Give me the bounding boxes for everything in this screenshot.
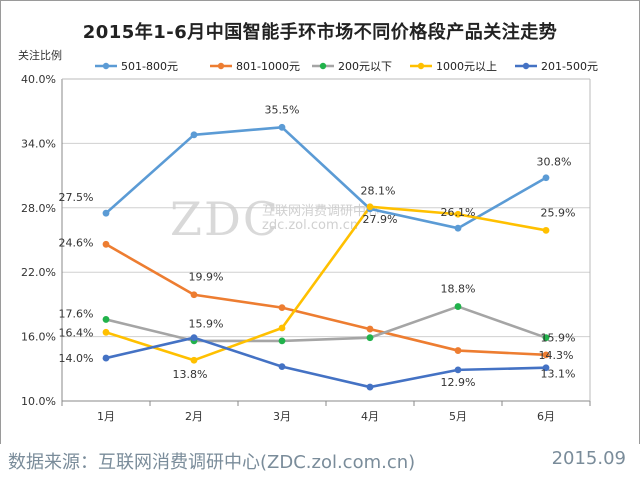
grid <box>62 78 590 338</box>
data-label: 12.9% <box>441 376 476 389</box>
data-point <box>542 351 550 359</box>
data-label: 24.6% <box>59 236 94 249</box>
data-label: 15.9% <box>541 332 576 345</box>
data-point <box>454 303 462 310</box>
data-point <box>278 363 286 371</box>
x-tick-label: 4月 <box>361 410 379 423</box>
y-tick-label: 28.0% <box>21 202 56 215</box>
data-point <box>542 226 550 234</box>
data-label: 15.9% <box>189 318 224 331</box>
legend-marker <box>102 62 110 70</box>
x-tick-label: 5月 <box>449 410 467 423</box>
data-label: 17.6% <box>59 307 94 320</box>
watermark-text-2: zdc.zol.com.cn <box>262 218 359 233</box>
data-label: 35.5% <box>265 103 300 116</box>
data-label: 28.1% <box>361 185 396 198</box>
x-tick-label: 1月 <box>97 410 115 423</box>
legend-label: 200元以下 <box>338 60 392 73</box>
y-tick-label: 16.0% <box>21 331 56 344</box>
legend-marker <box>217 62 225 70</box>
y-tick-label: 40.0% <box>21 73 56 86</box>
y-tick-label: 34.0% <box>21 137 56 150</box>
data-label: 25.9% <box>541 206 576 219</box>
series-line <box>105 243 547 357</box>
legend-label: 801-1000元 <box>236 60 300 73</box>
data-point <box>102 316 110 323</box>
data-label: 19.9% <box>189 271 224 284</box>
y-tick-label: 22.0% <box>21 266 56 279</box>
legend-marker <box>319 62 327 70</box>
data-point <box>366 325 374 333</box>
data-point <box>190 291 198 299</box>
data-point <box>190 131 198 139</box>
date-text: 2015.09 <box>551 448 626 469</box>
data-point <box>190 334 198 342</box>
watermark-logo: ZDC <box>170 192 281 246</box>
series-line <box>105 336 547 389</box>
series-line <box>105 205 547 362</box>
series-lines <box>105 126 547 389</box>
chart-title: 2015年1-6月中国智能手环市场不同价格段产品关注走势 <box>82 22 558 43</box>
data-point <box>542 364 550 372</box>
x-tick-label: 3月 <box>273 410 291 423</box>
data-label: 26.1% <box>441 206 476 219</box>
data-point <box>102 354 110 362</box>
data-label: 27.5% <box>59 191 94 204</box>
series-markers <box>102 123 550 391</box>
data-point <box>278 304 286 312</box>
legend-marker <box>522 62 530 70</box>
data-point <box>102 209 110 217</box>
data-point <box>542 174 550 182</box>
data-label: 30.8% <box>537 156 572 169</box>
data-point <box>366 334 374 342</box>
data-point <box>366 203 374 211</box>
legend-label: 201-500元 <box>541 60 598 73</box>
data-point <box>454 366 462 374</box>
legend-marker <box>417 62 425 70</box>
legend: 501-800元 801-1000元 200元以下 1000元以上 201-500元 <box>95 60 598 73</box>
source-text: 数据来源：互联网消费调研中心(ZDC.zol.com.cn) <box>8 452 416 473</box>
data-point <box>278 123 286 131</box>
x-tick-label: 2月 <box>185 410 203 423</box>
x-tick-label: 6月 <box>537 410 555 423</box>
legend-label: 501-800元 <box>121 60 178 73</box>
data-point <box>454 210 462 218</box>
data-point <box>366 383 374 391</box>
y-tick-label: 10.0% <box>21 395 56 408</box>
data-label: 14.3% <box>539 349 574 362</box>
data-point <box>454 224 462 232</box>
data-label: 14.0% <box>59 352 94 365</box>
data-point <box>542 334 550 342</box>
legend-label: 1000元以上 <box>436 60 497 73</box>
data-label: 16.4% <box>59 326 94 339</box>
footer: 数据来源：互联网消费调研中心(ZDC.zol.com.cn) 2015.09 <box>0 444 640 480</box>
data-label: 18.8% <box>441 283 476 296</box>
line-chart: 501-800元 801-1000元 200元以下 1000元以上 201-500元 1… <box>21 60 598 423</box>
data-point <box>278 324 286 332</box>
data-point <box>454 347 462 354</box>
series-line <box>105 305 547 343</box>
axes: 10.0% 16.0% 22.0% 28.0% 34.0% 40.0% 1月 2月 3月 4月 5月… <box>21 73 591 423</box>
series-line <box>105 126 547 230</box>
data-labels: 27.5% 35.5% 27.9% 26.1% 30.8% 24.6% 19.9% 14.3%… <box>59 103 576 389</box>
data-label: 13.1% <box>541 368 576 381</box>
y-axis-label: 关注比例 <box>18 49 62 62</box>
data-label: 27.9% <box>363 213 398 226</box>
data-label: 13.8% <box>173 368 208 381</box>
data-point <box>102 240 110 248</box>
data-point <box>102 328 110 336</box>
data-point <box>278 337 286 345</box>
data-point <box>190 356 198 364</box>
